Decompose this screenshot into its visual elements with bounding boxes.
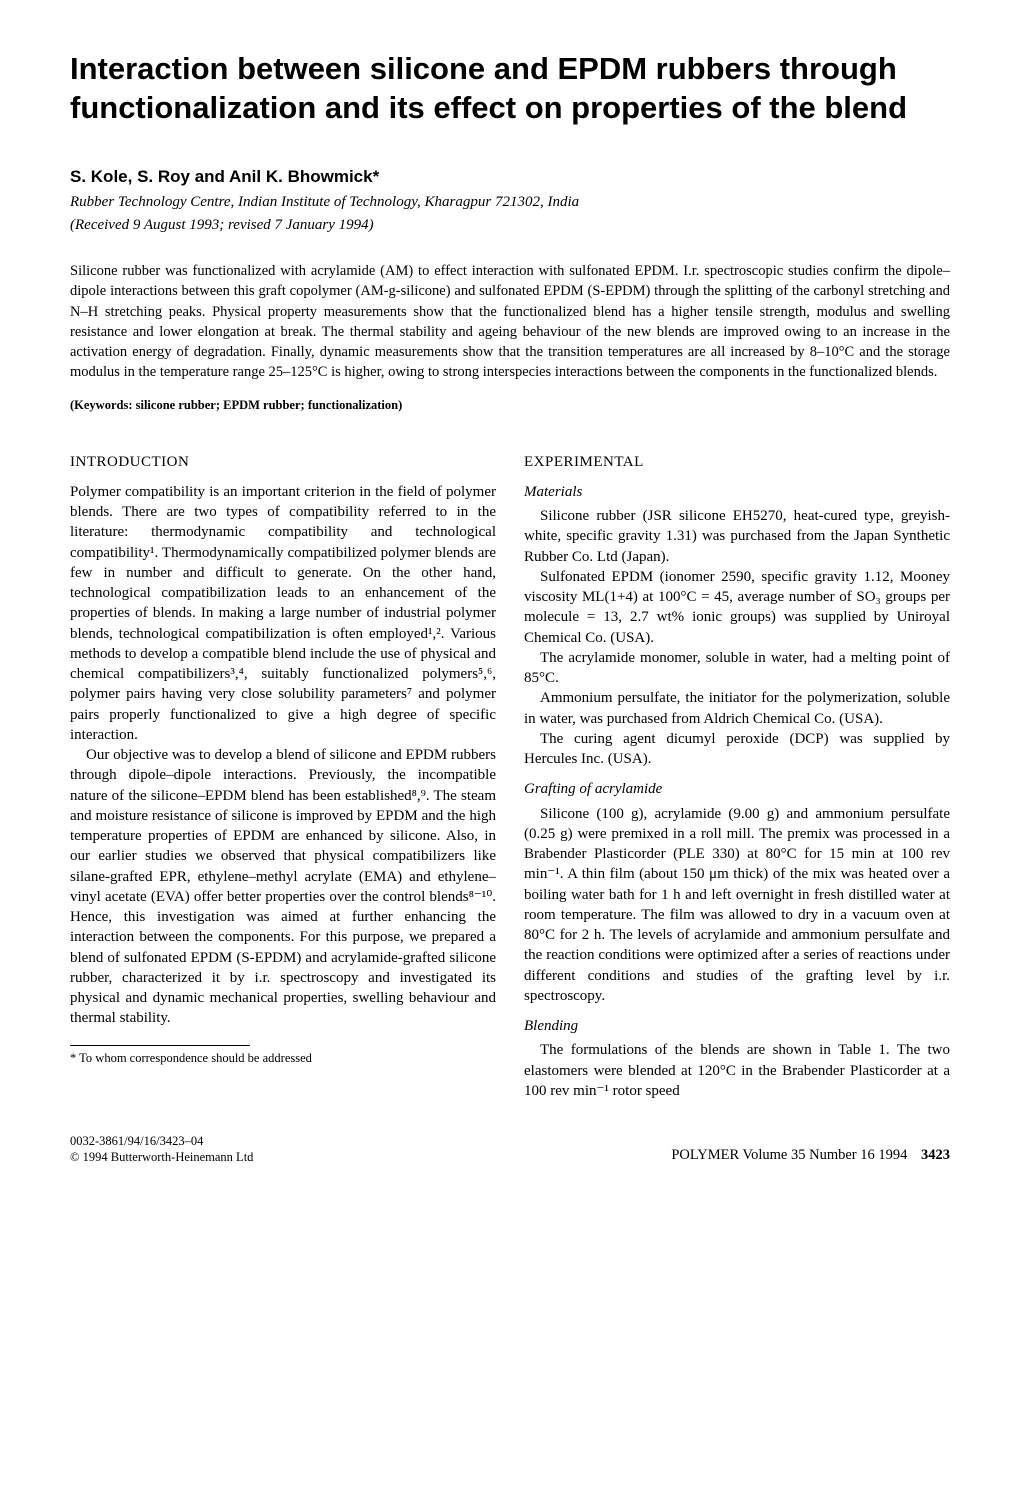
- keywords-line: (Keywords: silicone rubber; EPDM rubber;…: [70, 397, 950, 414]
- grafting-subheading: Grafting of acrylamide: [524, 779, 950, 799]
- page-number: 3423: [921, 1147, 950, 1163]
- intro-paragraph-2: Our objective was to develop a blend of …: [70, 745, 496, 1029]
- materials-subheading: Materials: [524, 482, 950, 502]
- authors-line: S. Kole, S. Roy and Anil K. Bhowmick*: [70, 166, 950, 189]
- materials-p5: The curing agent dicumyl peroxide (DCP) …: [524, 729, 950, 770]
- journal-info: POLYMER Volume 35 Number 16 1994: [671, 1147, 907, 1163]
- footer-left: 0032-3861/94/16/3423–04 © 1994 Butterwor…: [70, 1133, 253, 1166]
- abstract-text: Silicone rubber was functionalized with …: [70, 261, 950, 383]
- materials-p4: Ammonium persulfate, the initiator for t…: [524, 688, 950, 729]
- corresponding-author-footnote: * To whom correspondence should be addre…: [70, 1050, 496, 1067]
- intro-paragraph-1: Polymer compatibility is an important cr…: [70, 482, 496, 745]
- introduction-heading: INTRODUCTION: [70, 452, 496, 472]
- affiliation-line: Rubber Technology Centre, Indian Institu…: [70, 192, 950, 212]
- footer-right: POLYMER Volume 35 Number 16 1994 3423: [671, 1146, 950, 1166]
- left-column: INTRODUCTION Polymer compatibility is an…: [70, 448, 496, 1102]
- paper-title: Interaction between silicone and EPDM ru…: [70, 50, 950, 128]
- grafting-p1: Silicone (100 g), acrylamide (9.00 g) an…: [524, 804, 950, 1007]
- footnote-rule: [70, 1045, 250, 1046]
- copyright-line: © 1994 Butterworth-Heinemann Ltd: [70, 1149, 253, 1165]
- blending-p1: The formulations of the blends are shown…: [524, 1040, 950, 1101]
- received-line: (Received 9 August 1993; revised 7 Janua…: [70, 215, 950, 235]
- issn-line: 0032-3861/94/16/3423–04: [70, 1133, 253, 1149]
- blending-subheading: Blending: [524, 1016, 950, 1036]
- materials-p2: Sulfonated EPDM (ionomer 2590, specific …: [524, 567, 950, 648]
- materials-p1: Silicone rubber (JSR silicone EH5270, he…: [524, 506, 950, 567]
- materials-p3: The acrylamide monomer, soluble in water…: [524, 648, 950, 689]
- page-footer: 0032-3861/94/16/3423–04 © 1994 Butterwor…: [70, 1133, 950, 1166]
- right-column: EXPERIMENTAL Materials Silicone rubber (…: [524, 448, 950, 1102]
- body-columns: INTRODUCTION Polymer compatibility is an…: [70, 448, 950, 1102]
- experimental-heading: EXPERIMENTAL: [524, 452, 950, 472]
